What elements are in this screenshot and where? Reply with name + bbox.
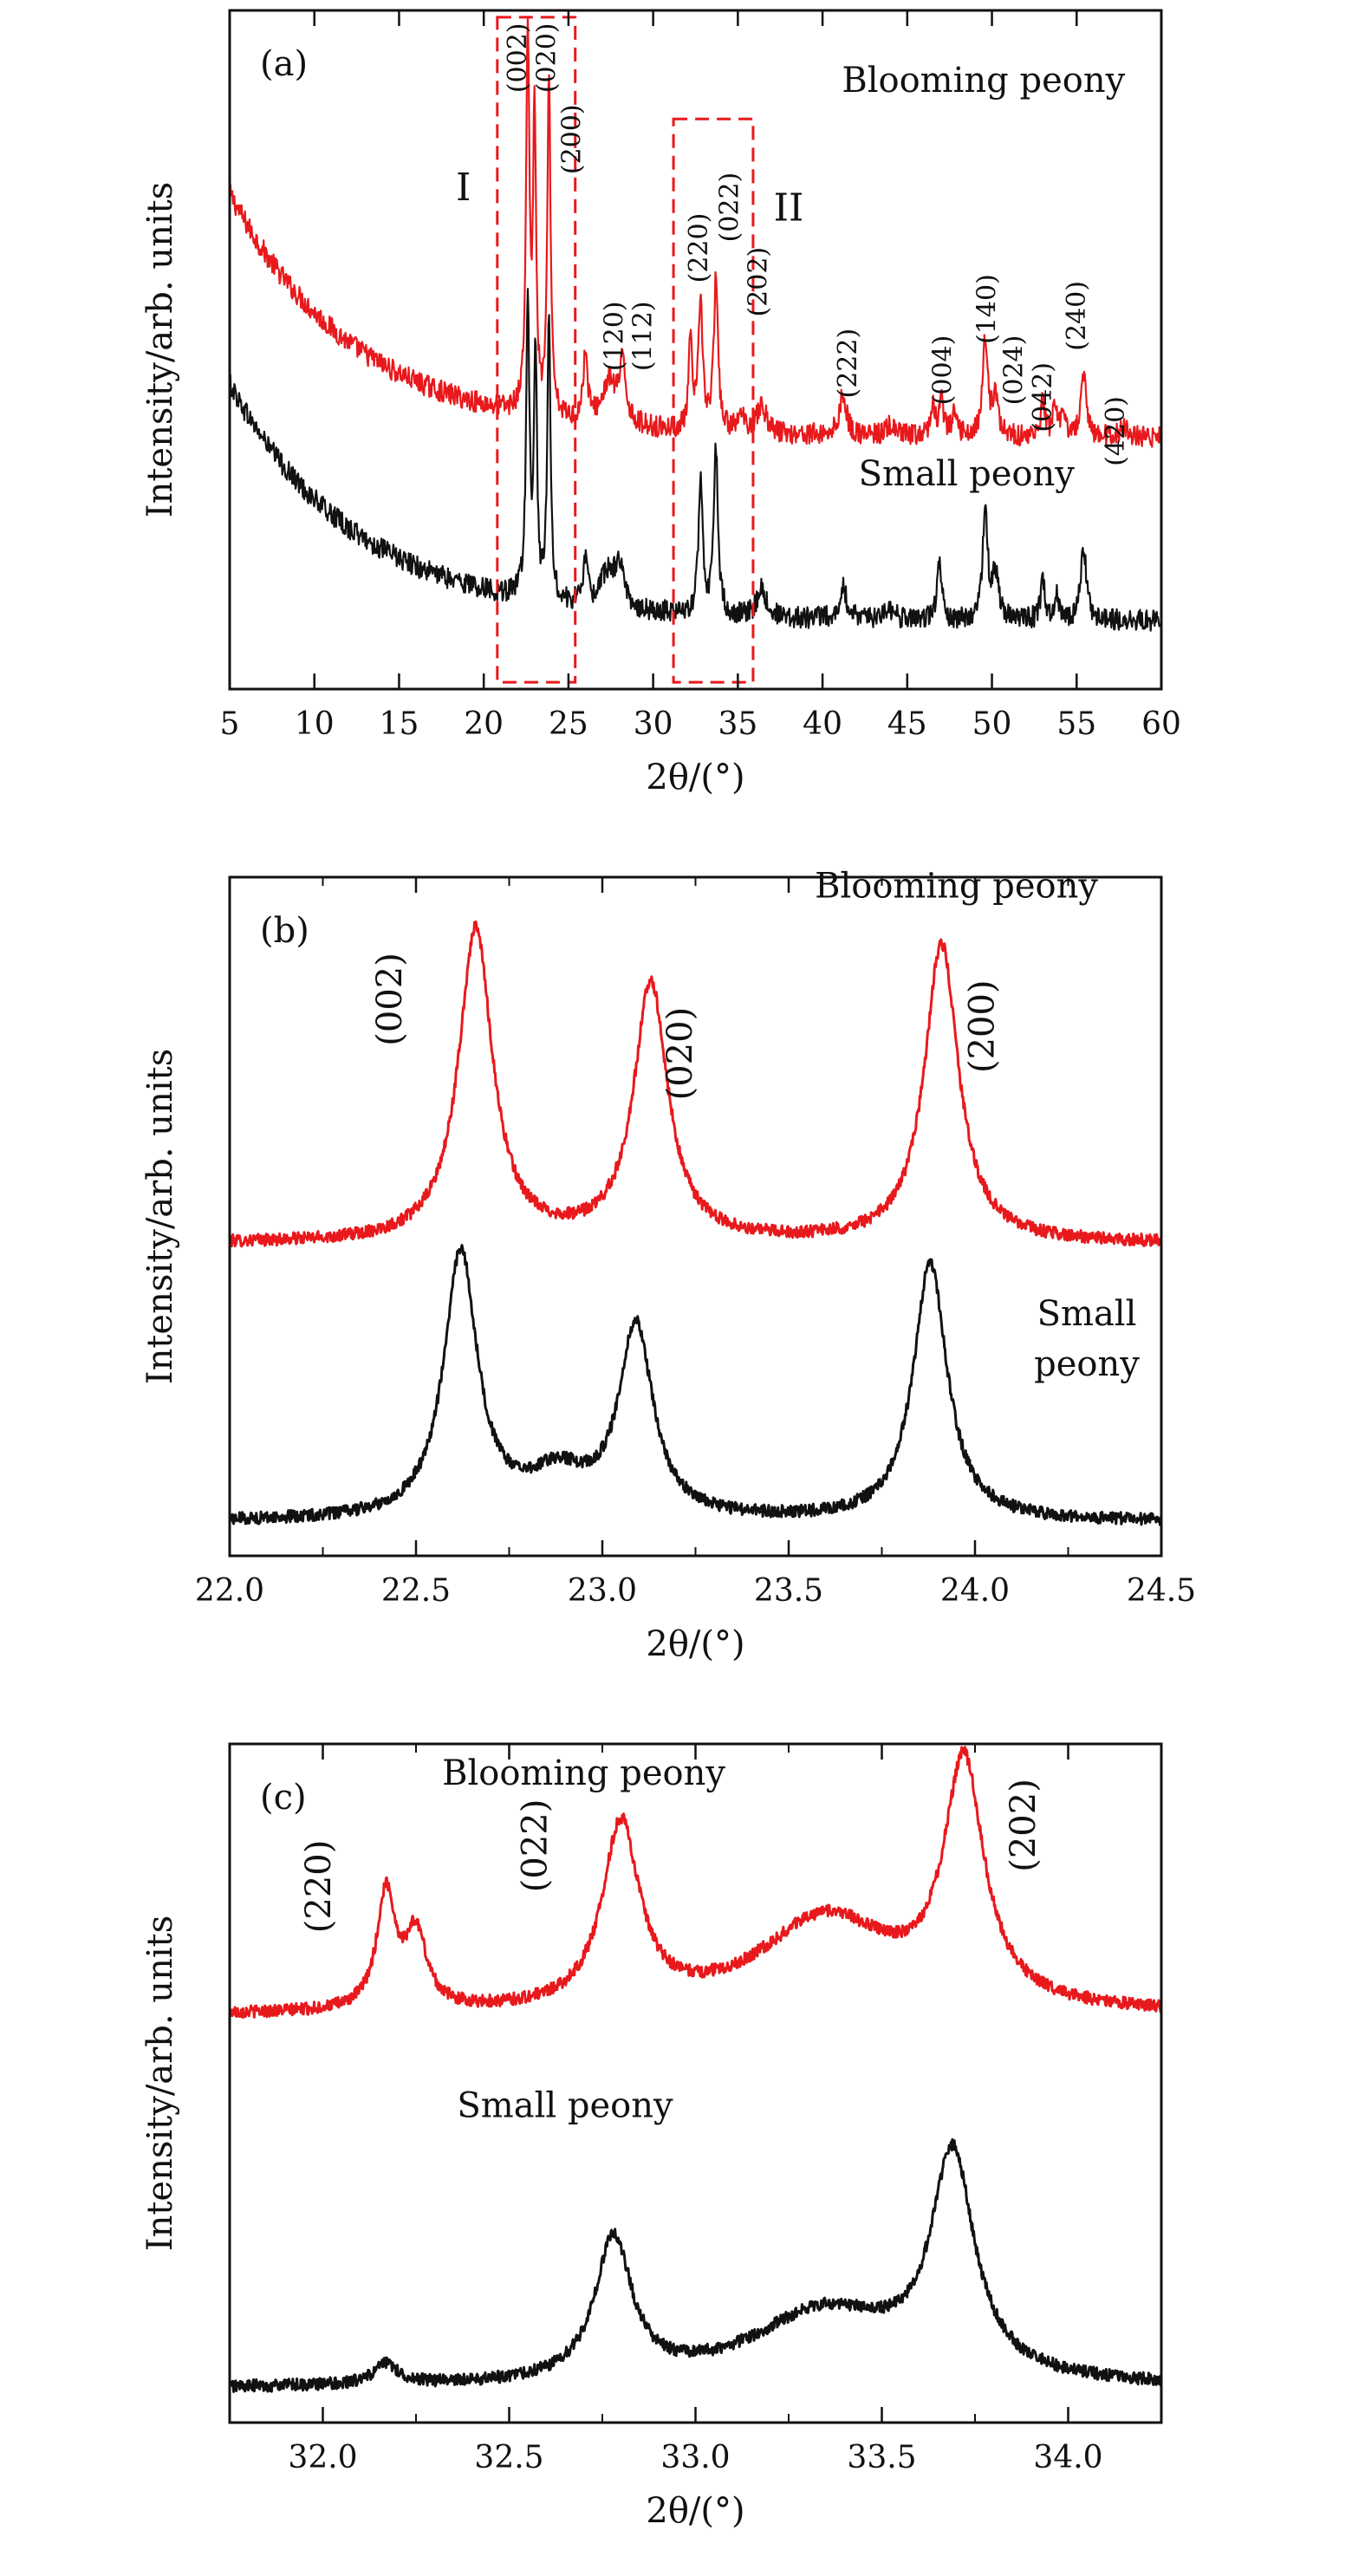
peak-label: (020) (531, 23, 562, 93)
x-tick-label: 50 (972, 706, 1012, 742)
x-tick-label: 60 (1141, 706, 1181, 742)
panel-c: 32.0 32.5 33.0 33.5 34.0 2θ/(°) Intensity/arb.… (140, 1742, 1163, 2531)
x-tick-label: 40 (803, 706, 842, 742)
x-tick-label: 25 (549, 706, 588, 742)
x-tick-label: 33.0 (660, 2440, 730, 2475)
peak-label: (220) (299, 1840, 339, 1934)
peak-label: (200) (963, 979, 1003, 1073)
peak-label: (202) (744, 247, 774, 317)
x-tick-label: 30 (634, 706, 673, 742)
panel-b: 22.0 22.5 23.0 23.5 24.0 24.5 2θ/(°) Intensity/… (140, 866, 1196, 1664)
peak-label: (240) (1062, 281, 1092, 351)
peak-label: (022) (714, 172, 744, 243)
series-line-blooming-peony (230, 1746, 1161, 2019)
x-tick-label: 23.5 (754, 1573, 823, 1609)
peak-label: (002) (503, 23, 533, 93)
peak-label: (024) (999, 335, 1030, 406)
peak-label: (022) (516, 1799, 556, 1893)
peak-label: (220) (684, 213, 714, 283)
x-tick-label: 24.5 (1127, 1573, 1196, 1609)
y-axis-title: Intensity/arb. units (140, 1049, 180, 1384)
x-tick-label: 45 (887, 706, 927, 742)
series-line-small-peony (230, 288, 1161, 632)
x-tick-label: 34.0 (1033, 2440, 1102, 2475)
series-label: Small (1037, 1294, 1137, 1334)
peak-label: (042) (1028, 362, 1058, 433)
x-tick-label: 33.5 (847, 2440, 916, 2475)
peak-label: (004) (928, 335, 959, 406)
series-line-blooming-peony (230, 920, 1161, 1248)
series-line-small-peony (230, 1244, 1161, 1526)
series-label: Small peony (457, 2086, 673, 2126)
region-box-II (672, 117, 755, 684)
panel-label: (a) (260, 44, 308, 84)
panel-label: (c) (260, 1778, 307, 1818)
peak-label: (002) (370, 953, 410, 1046)
x-tick-label: 32.0 (288, 2440, 357, 2475)
x-axis-title: 2θ/(°) (646, 1624, 744, 1664)
series-line-blooming-peony (230, 16, 1161, 448)
peak-label: (020) (660, 1007, 700, 1101)
x-axis-title: 2θ/(°) (646, 2491, 744, 2531)
region-box-I (496, 16, 577, 684)
series-label-line2: peony (1034, 1344, 1140, 1384)
y-axis-title: Intensity/arb. units (140, 1916, 180, 2251)
peak-label: (420) (1101, 396, 1131, 466)
x-tick-label: 55 (1056, 706, 1096, 742)
panel-label: (b) (260, 911, 309, 951)
series-label: Small peony (859, 454, 1076, 494)
x-tick-label: 23.0 (568, 1573, 637, 1609)
y-axis-title: Intensity/arb. units (140, 182, 180, 517)
region-label-II: II (774, 186, 804, 231)
plot-frame (228, 9, 1163, 691)
x-tick-label: 10 (295, 706, 335, 742)
peak-label: (200) (557, 104, 588, 174)
series-label: Blooming peony (842, 61, 1125, 101)
x-tick-label: 35 (718, 706, 757, 742)
region-label-I: I (456, 166, 471, 210)
peak-label: (140) (972, 274, 1002, 344)
panel-a: I II5 10 15 20 25 30 35 40 45 50 55 602θ/(°)Intensit… (140, 9, 1181, 797)
x-tick-label: 32.5 (474, 2440, 543, 2475)
x-tick-label: 20 (464, 706, 504, 742)
peak-label: (222) (833, 329, 863, 399)
series-label: Blooming peony (815, 866, 1098, 906)
x-tick-label: 22.5 (381, 1573, 451, 1609)
peak-label: (112) (628, 302, 659, 372)
peak-label: (120) (599, 302, 629, 372)
x-axis-title: 2θ/(°) (646, 758, 744, 797)
peak-label: (202) (1004, 1779, 1043, 1872)
series-label: Blooming peony (442, 1753, 725, 1793)
x-tick-label: 5 (220, 706, 240, 742)
x-tick-label: 22.0 (195, 1573, 264, 1609)
x-tick-label: 24.0 (940, 1573, 1010, 1609)
series-line-small-peony (230, 2137, 1161, 2393)
x-tick-label: 15 (380, 706, 419, 742)
